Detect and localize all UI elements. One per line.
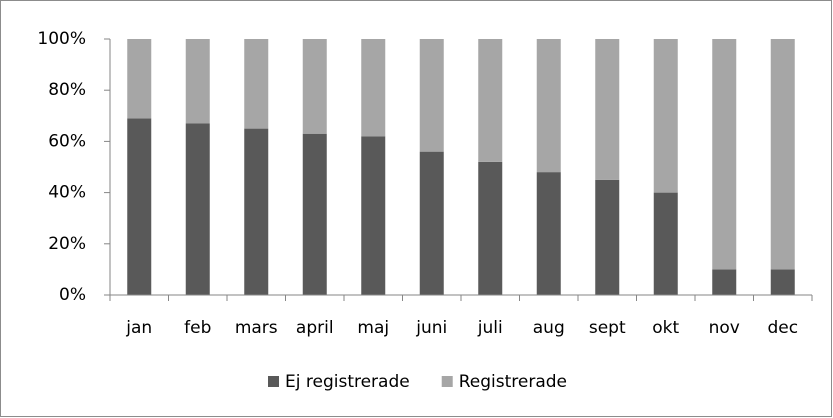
bar-segment	[653, 192, 678, 295]
legend-swatch	[268, 376, 279, 387]
x-tick-label: maj	[357, 318, 389, 338]
y-tick-label: 0%	[59, 285, 86, 305]
bar-segment	[478, 161, 503, 295]
x-tick-label: okt	[652, 318, 679, 338]
bar-segment	[770, 269, 795, 295]
x-tick-label: juni	[415, 318, 447, 338]
bar-segment	[419, 39, 444, 152]
x-tick-label: jan	[125, 318, 152, 338]
bar-segment	[770, 39, 795, 270]
bar-segment	[653, 39, 678, 193]
y-tick-label: 80%	[48, 80, 86, 100]
bar-segment	[127, 39, 152, 119]
bar-segment	[478, 39, 503, 162]
bar-segment	[302, 133, 327, 295]
y-tick-label: 100%	[37, 29, 86, 49]
x-tick-label: feb	[184, 318, 211, 338]
x-tick-label: dec	[767, 318, 798, 338]
y-tick-label: 20%	[48, 234, 86, 254]
bar-segment	[595, 179, 620, 295]
bar-segment	[712, 269, 737, 295]
bar-segment	[244, 39, 269, 129]
bar-segment	[302, 39, 327, 134]
bar-segment	[595, 39, 620, 180]
bar-segment	[361, 136, 386, 295]
x-tick-label: april	[296, 318, 334, 338]
y-tick-label: 40%	[48, 183, 86, 203]
legend-swatch	[441, 376, 453, 387]
x-tick-label: juli	[477, 318, 503, 338]
bar-segment	[536, 172, 561, 295]
bar-segment	[185, 123, 210, 295]
x-tick-label: aug	[533, 318, 565, 338]
bar-segment	[244, 128, 269, 295]
bar-segment	[361, 39, 386, 137]
x-tick-label: nov	[709, 318, 740, 338]
x-tick-label: sept	[589, 318, 626, 338]
bar-segment	[185, 39, 210, 124]
y-tick-label: 60%	[48, 131, 86, 151]
bar-segment	[419, 151, 444, 295]
x-tick-label: mars	[235, 318, 278, 338]
legend-label: Registrerade	[459, 372, 567, 392]
bar-segment	[536, 39, 561, 173]
bar-segment	[127, 118, 152, 295]
legend-label: Ej registrerade	[285, 372, 410, 392]
bar-segment	[712, 39, 737, 270]
